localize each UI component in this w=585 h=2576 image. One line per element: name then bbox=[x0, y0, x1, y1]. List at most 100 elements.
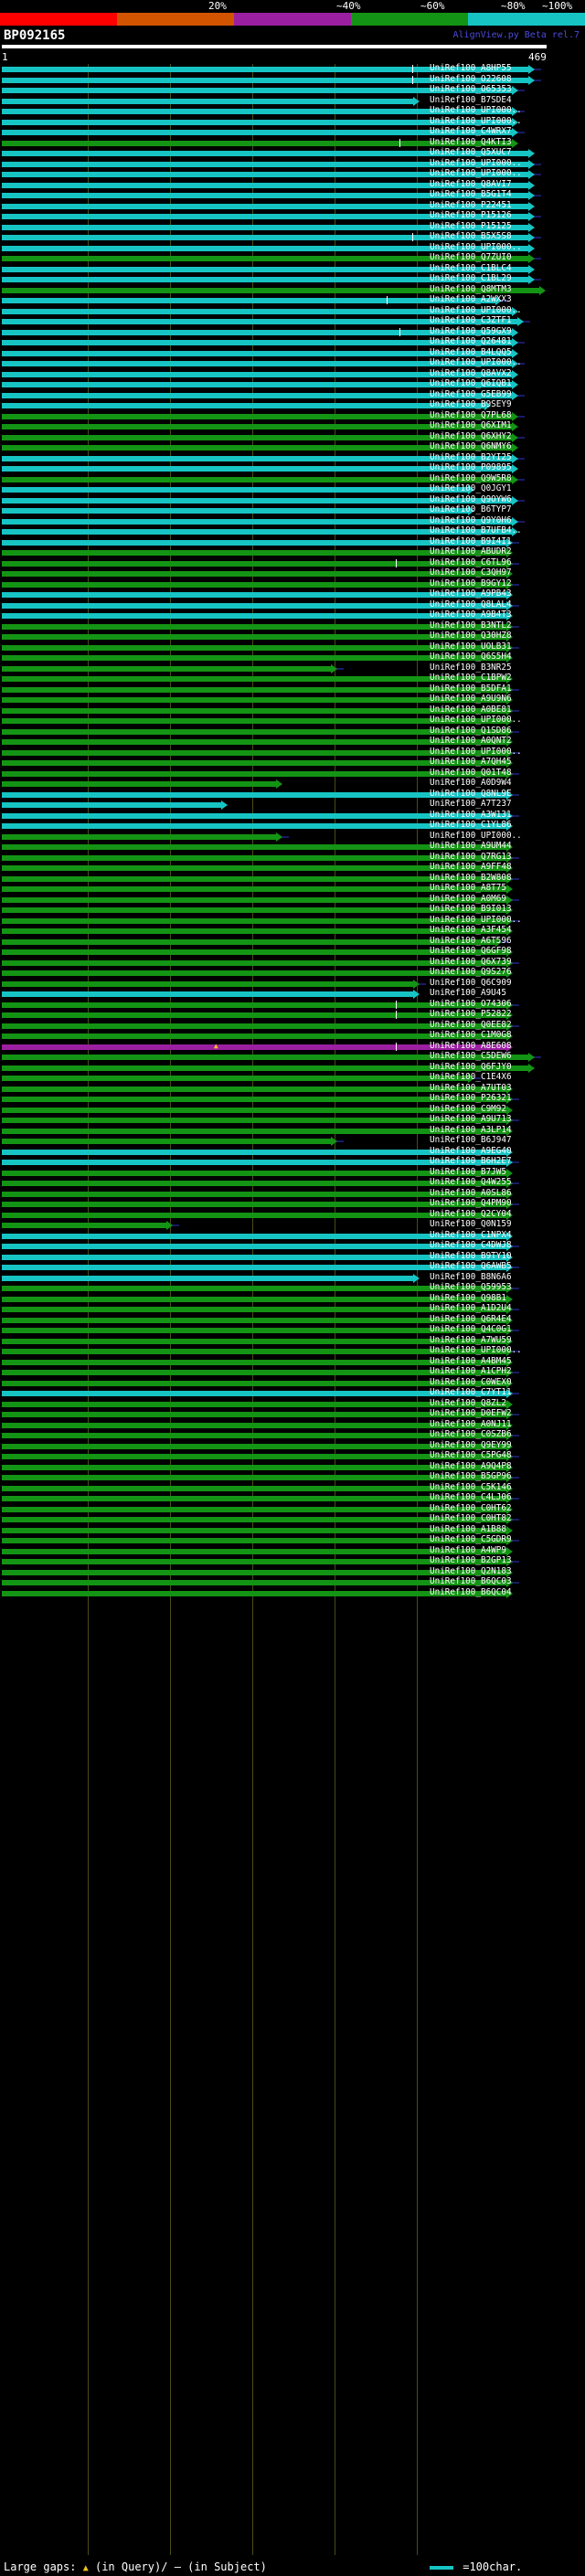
subject-label[interactable]: UniRef100_C4LJ06 bbox=[430, 1492, 512, 1502]
subject-label[interactable]: UniRef100_Q8NL9E bbox=[430, 789, 512, 799]
subject-label[interactable]: UniRef100_B5X5S8 bbox=[430, 231, 512, 241]
subject-label[interactable]: UniRef100_Q4W255 bbox=[430, 1177, 512, 1187]
subject-label[interactable]: UniRef100_B6QC03 bbox=[430, 1576, 512, 1586]
subject-label[interactable]: UniRef100_UOLB31 bbox=[430, 641, 512, 652]
subject-label[interactable]: UniRef100_B5G1T4 bbox=[430, 189, 512, 199]
query-identity-bar[interactable] bbox=[2, 991, 413, 997]
subject-label[interactable]: UniRef100_B9GY12 bbox=[430, 578, 512, 588]
subject-label[interactable]: UniRef100_UPI000.. bbox=[430, 242, 522, 252]
subject-label[interactable]: UniRef100_Q6FJY0 bbox=[430, 1062, 512, 1072]
subject-label[interactable]: UniRef100_Q01T48 bbox=[430, 768, 512, 778]
query-identity-bar[interactable] bbox=[2, 981, 413, 987]
subject-label[interactable]: UniRef100_B6TYP7 bbox=[430, 504, 512, 514]
subject-label[interactable]: UniRef100_A1CPH2 bbox=[430, 1366, 512, 1376]
subject-label[interactable]: UniRef100_UPI000.. bbox=[430, 715, 522, 725]
query-identity-bar[interactable] bbox=[2, 781, 276, 787]
subject-label[interactable]: UniRef100_Q6S5H4 bbox=[430, 652, 512, 662]
subject-label[interactable]: UniRef100_ABUDR2 bbox=[430, 546, 512, 557]
subject-label[interactable]: UniRef100_C5DEW6 bbox=[430, 1051, 512, 1061]
subject-label[interactable]: UniRef100_A3F454 bbox=[430, 925, 512, 935]
subject-label[interactable]: UniRef100_B7SDE4 bbox=[430, 95, 512, 105]
subject-label[interactable]: UniRef100_C0SZB6 bbox=[430, 1429, 512, 1439]
subject-label[interactable]: UniRef100_B6H2E7 bbox=[430, 1156, 512, 1166]
subject-label[interactable]: UniRef100_P52822 bbox=[430, 1009, 512, 1019]
subject-label[interactable]: UniRef100_UPI000.. bbox=[430, 831, 522, 841]
subject-label[interactable]: UniRef100_Q8MTM3 bbox=[430, 284, 512, 294]
subject-label[interactable]: UniRef100_B3NR25 bbox=[430, 663, 512, 673]
query-identity-bar[interactable] bbox=[2, 99, 413, 104]
subject-label[interactable]: UniRef100_B2YI25 bbox=[430, 452, 512, 462]
subject-label[interactable]: UniRef100_A9U45 bbox=[430, 988, 506, 998]
subject-label[interactable]: UniRef100_UPI000.. bbox=[430, 168, 522, 178]
subject-label[interactable]: UniRef100_C4DWJ8 bbox=[430, 1240, 512, 1250]
subject-label[interactable]: UniRef100_Q6C909 bbox=[430, 978, 512, 988]
subject-label[interactable]: UniRef100_Q7ZUI0 bbox=[430, 252, 512, 262]
subject-label[interactable]: UniRef100_Q6AWB5 bbox=[430, 1261, 512, 1271]
subject-label[interactable]: UniRef100_C0WEX0 bbox=[430, 1377, 512, 1387]
subject-label[interactable]: UniRef100_Q2CY04 bbox=[430, 1209, 512, 1219]
subject-label[interactable]: UniRef100_Q6IQB1 bbox=[430, 378, 512, 388]
query-identity-bar[interactable] bbox=[2, 666, 331, 672]
subject-label[interactable]: UniRef100_UPI000.. bbox=[430, 357, 522, 367]
subject-label[interactable]: UniRef100_B6QC04 bbox=[430, 1587, 512, 1597]
query-identity-bar[interactable] bbox=[2, 487, 468, 493]
subject-label[interactable]: UniRef100_P26321 bbox=[430, 1093, 512, 1103]
subject-label[interactable]: UniRef100_C7YT11 bbox=[430, 1387, 512, 1397]
query-identity-bar[interactable] bbox=[2, 939, 495, 945]
subject-label[interactable]: UniRef100_Q9S276 bbox=[430, 967, 512, 977]
subject-label[interactable]: UniRef100_A7T237 bbox=[430, 799, 512, 809]
query-identity-bar[interactable] bbox=[2, 1276, 413, 1281]
subject-label[interactable]: UniRef100_Q4KTI3 bbox=[430, 137, 512, 147]
subject-label[interactable]: UniRef100_A7WU59 bbox=[430, 1335, 512, 1345]
subject-label[interactable]: UniRef100_D0EFW2 bbox=[430, 1408, 512, 1418]
subject-label[interactable]: UniRef100_Q9Y0H6 bbox=[430, 515, 512, 525]
subject-label[interactable]: UniRef100_C6TL96 bbox=[430, 557, 512, 567]
subject-label[interactable]: UniRef100_P22451 bbox=[430, 200, 512, 210]
query-identity-bar[interactable] bbox=[2, 298, 495, 303]
subject-label[interactable]: UniRef100_UPI000.. bbox=[430, 747, 522, 757]
subject-label[interactable]: UniRef100_A9FF48 bbox=[430, 862, 512, 872]
subject-label[interactable]: UniRef100_C1BL29 bbox=[430, 273, 512, 283]
subject-label[interactable]: UniRef100_A8HP55 bbox=[430, 63, 512, 73]
query-identity-bar[interactable] bbox=[2, 834, 276, 840]
subject-label[interactable]: UniRef100_A3W131 bbox=[430, 810, 512, 820]
subject-label[interactable]: UniRef100_Q7RG13 bbox=[430, 852, 512, 862]
subject-label[interactable]: UniRef100_Q98B1 bbox=[430, 1293, 506, 1303]
subject-label[interactable]: UniRef100_C1YL86 bbox=[430, 820, 512, 830]
query-identity-bar[interactable] bbox=[2, 802, 221, 808]
subject-label[interactable]: UniRef100_C9M92 bbox=[430, 1104, 506, 1114]
subject-label[interactable]: UniRef100_B2GP13 bbox=[430, 1555, 512, 1565]
subject-label[interactable]: UniRef100_Q6GF98 bbox=[430, 946, 512, 956]
subject-label[interactable]: UniRef100_P15125 bbox=[430, 221, 512, 231]
subject-label[interactable]: UniRef100_Q6NMY6 bbox=[430, 441, 512, 451]
subject-label[interactable]: UniRef100_Q8AVX2 bbox=[430, 368, 512, 378]
subject-label[interactable]: UniRef100_B3NTL2 bbox=[430, 620, 512, 631]
subject-label[interactable]: UniRef100_C1E4X6 bbox=[430, 1072, 512, 1082]
subject-label[interactable]: UniRef100_Q9W5R8 bbox=[430, 473, 512, 483]
subject-label[interactable]: UniRef100_Q6XIM1 bbox=[430, 420, 512, 430]
subject-label[interactable]: UniRef100_C3QH97 bbox=[430, 567, 512, 578]
subject-label[interactable]: UniRef100_A9UM44 bbox=[430, 841, 512, 851]
subject-label[interactable]: UniRef100_B2W808 bbox=[430, 873, 512, 883]
subject-label[interactable]: UniRef100_A9U9N6 bbox=[430, 694, 512, 704]
subject-label[interactable]: UniRef100_Q4C0G1 bbox=[430, 1324, 512, 1334]
subject-label[interactable]: UniRef100_Q6R4E4 bbox=[430, 1314, 512, 1324]
subject-label[interactable]: UniRef100_Q6XHY2 bbox=[430, 431, 512, 441]
subject-label[interactable]: UniRef100_Q4PM90 bbox=[430, 1198, 512, 1208]
subject-label[interactable]: UniRef100_B6J947 bbox=[430, 1135, 512, 1145]
subject-label[interactable]: UniRef100_A9Q4P8 bbox=[430, 1461, 512, 1471]
subject-label[interactable]: UniRef100_B7UFB4.. bbox=[430, 525, 522, 535]
query-identity-bar[interactable] bbox=[2, 403, 484, 408]
subject-label[interactable]: UniRef100_Q59GX9 bbox=[430, 326, 512, 336]
subject-label[interactable]: UniRef100_Q9OYW6 bbox=[430, 494, 512, 504]
subject-label[interactable]: UniRef100_C1NPX4 bbox=[430, 1230, 512, 1240]
query-identity-bar[interactable] bbox=[2, 1223, 166, 1228]
subject-label[interactable]: UniRef100_Q26481 bbox=[430, 336, 512, 346]
query-identity-bar[interactable] bbox=[2, 1076, 468, 1081]
subject-label[interactable]: UniRef100_A9EG40 bbox=[430, 1146, 512, 1156]
subject-label[interactable]: UniRef100_G5EB99 bbox=[430, 389, 512, 399]
subject-label[interactable]: UniRef100_Q8ZL2 bbox=[430, 1398, 506, 1408]
subject-label[interactable]: UniRef100_B7JW5 bbox=[430, 1167, 506, 1177]
subject-label[interactable]: UniRef100_B9SEY9 bbox=[430, 399, 512, 409]
subject-label[interactable]: UniRef100_O74306 bbox=[430, 999, 512, 1009]
